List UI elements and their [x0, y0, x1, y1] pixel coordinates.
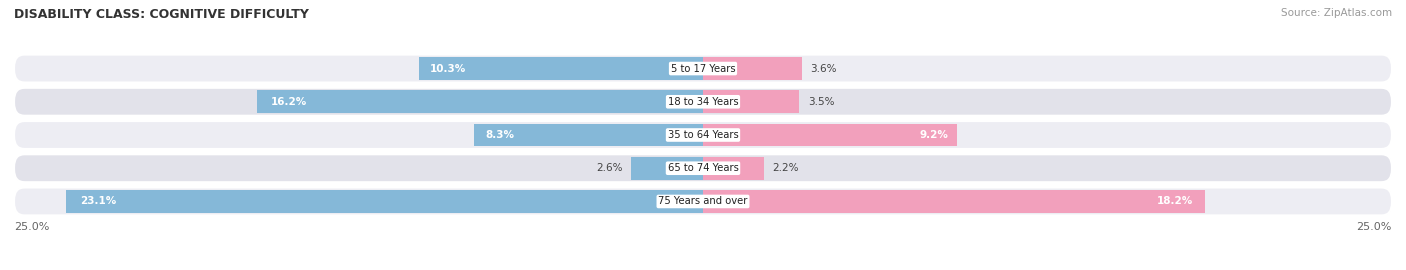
- Text: 3.5%: 3.5%: [807, 97, 834, 107]
- FancyBboxPatch shape: [14, 55, 1392, 83]
- Bar: [419, 57, 703, 80]
- FancyBboxPatch shape: [14, 154, 1392, 182]
- Bar: [474, 124, 703, 146]
- Bar: [703, 124, 956, 146]
- Bar: [703, 190, 1205, 213]
- Text: 16.2%: 16.2%: [270, 97, 307, 107]
- Bar: [703, 157, 763, 180]
- Text: 18 to 34 Years: 18 to 34 Years: [668, 97, 738, 107]
- Text: 5 to 17 Years: 5 to 17 Years: [671, 63, 735, 73]
- Text: Source: ZipAtlas.com: Source: ZipAtlas.com: [1281, 8, 1392, 18]
- Text: 25.0%: 25.0%: [14, 222, 49, 232]
- Text: DISABILITY CLASS: COGNITIVE DIFFICULTY: DISABILITY CLASS: COGNITIVE DIFFICULTY: [14, 8, 309, 21]
- Bar: [66, 190, 703, 213]
- Bar: [256, 90, 703, 113]
- Text: 2.2%: 2.2%: [772, 163, 799, 173]
- Text: 10.3%: 10.3%: [430, 63, 467, 73]
- Text: 23.1%: 23.1%: [80, 197, 117, 207]
- Text: 35 to 64 Years: 35 to 64 Years: [668, 130, 738, 140]
- Text: 25.0%: 25.0%: [1357, 222, 1392, 232]
- Text: 3.6%: 3.6%: [810, 63, 837, 73]
- Text: 75 Years and over: 75 Years and over: [658, 197, 748, 207]
- Bar: [703, 57, 803, 80]
- Text: 2.6%: 2.6%: [596, 163, 623, 173]
- FancyBboxPatch shape: [14, 88, 1392, 116]
- Text: 9.2%: 9.2%: [920, 130, 948, 140]
- FancyBboxPatch shape: [14, 121, 1392, 149]
- Bar: [631, 157, 703, 180]
- Text: 18.2%: 18.2%: [1157, 197, 1194, 207]
- FancyBboxPatch shape: [14, 187, 1392, 215]
- Text: 8.3%: 8.3%: [485, 130, 515, 140]
- Bar: [703, 90, 800, 113]
- Text: 65 to 74 Years: 65 to 74 Years: [668, 163, 738, 173]
